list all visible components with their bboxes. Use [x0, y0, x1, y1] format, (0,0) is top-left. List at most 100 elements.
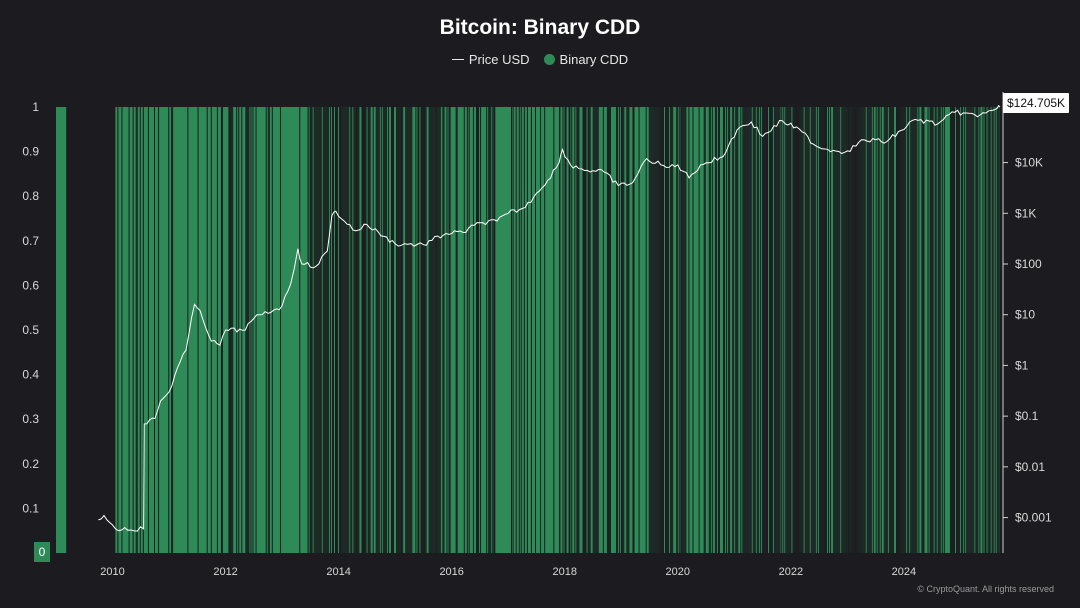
left-axis-tick-label: 0.4	[22, 368, 39, 382]
binary-cdd-zero-period	[493, 107, 495, 553]
binary-cdd-zero-line	[984, 107, 986, 553]
binary-cdd-zero-line	[418, 107, 420, 553]
binary-cdd-zero-line	[350, 107, 352, 553]
binary-cdd-zero-line	[322, 107, 324, 553]
chart-title: Bitcoin: Binary CDD	[439, 16, 641, 39]
binary-cdd-zero-line	[609, 107, 611, 553]
left-axis-tick-label: 0.6	[22, 278, 39, 292]
binary-cdd-zero-line	[733, 107, 735, 553]
binary-cdd-zero-line	[230, 107, 232, 553]
binary-cdd-zero-line	[759, 107, 761, 553]
binary-cdd-zero-line	[842, 107, 844, 553]
binary-cdd-zero-line	[135, 107, 137, 553]
binary-cdd-zero-line	[645, 107, 647, 553]
binary-cdd-zero-line	[892, 107, 894, 553]
binary-cdd-zero-line	[684, 107, 686, 553]
binary-cdd-zero-line	[783, 107, 785, 553]
binary-cdd-zero-line	[962, 107, 964, 553]
binary-cdd-zero-line	[622, 107, 624, 553]
right-axis-tick-label: $10	[1015, 308, 1035, 322]
binary-cdd-zero-line	[595, 107, 597, 553]
right-axis-tick-label: $10K	[1015, 156, 1043, 170]
binary-cdd-zero-line	[553, 107, 555, 553]
binary-cdd-zero-line	[742, 107, 744, 553]
x-axis-tick-label: 2016	[439, 566, 463, 578]
binary-cdd-zero-line	[912, 107, 914, 553]
binary-cdd-zero-line	[802, 107, 804, 553]
legend-item-binary-cdd[interactable]: Binary CDD	[543, 52, 628, 67]
x-axis-tick-label: 2010	[100, 566, 124, 578]
binary-cdd-zero-line	[584, 107, 586, 553]
binary-cdd-zero-line	[422, 107, 424, 553]
binary-cdd-zero-line	[726, 107, 728, 553]
legend[interactable]: Price USD Binary CDD	[0, 52, 1080, 67]
binary-cdd-zero-line	[875, 107, 877, 553]
binary-cdd-zero-line	[347, 107, 349, 553]
binary-cdd-zero-line	[626, 107, 628, 553]
binary-cdd-zero-line	[344, 107, 346, 553]
binary-cdd-zero-line	[778, 107, 780, 553]
binary-cdd-zero-line	[383, 107, 385, 553]
binary-cdd-zero-line	[372, 107, 374, 553]
binary-cdd-zero-line	[772, 107, 774, 553]
binary-cdd-zero-line	[488, 107, 490, 553]
binary-cdd-zero-period	[468, 107, 470, 553]
right-axis: $0.001 $0.01 $0.1 $1 $10 $100 $1K $10K	[1002, 92, 1052, 553]
binary-cdd-zero-line	[724, 107, 726, 553]
binary-cdd-zero-line	[512, 107, 514, 553]
binary-cdd-zero-line	[339, 107, 341, 553]
binary-cdd-zero-line	[309, 107, 311, 553]
binary-cdd-zero-line	[436, 107, 438, 553]
binary-cdd-zero-line	[819, 107, 821, 553]
binary-cdd-zero-line	[494, 107, 496, 553]
binary-cdd-zero-line	[745, 107, 747, 553]
binary-cdd-zero-line	[619, 107, 621, 553]
binary-cdd-zero-line	[789, 107, 791, 553]
binary-cdd-zero-line	[856, 107, 858, 553]
binary-cdd-zero-line	[658, 107, 660, 553]
legend-item-price[interactable]: Price USD	[451, 52, 530, 67]
binary-cdd-zero-line	[756, 107, 758, 553]
binary-cdd-zero-line	[430, 107, 432, 553]
binary-cdd-zero-line	[623, 107, 625, 553]
binary-cdd-zero-line	[869, 107, 871, 553]
binary-cdd-zero-line	[921, 107, 923, 553]
binary-cdd-zero-line	[607, 107, 609, 553]
binary-cdd-zero-line	[908, 107, 910, 553]
binary-cdd-zero-line	[602, 107, 604, 553]
binary-cdd-zero-line	[578, 107, 580, 553]
binary-cdd-zero-line	[794, 107, 796, 553]
right-axis-tick-label: $100	[1015, 257, 1042, 271]
binary-cdd-zero-line	[398, 107, 400, 553]
binary-cdd-zero-line	[788, 107, 790, 553]
binary-cdd-zero-period	[680, 107, 682, 553]
binary-cdd-zero-line	[732, 107, 734, 553]
right-axis-tick-label: $1K	[1015, 206, 1036, 220]
binary-cdd-zero-line	[769, 107, 771, 553]
binary-cdd-zero-line	[858, 107, 860, 553]
binary-cdd-zero-period	[511, 107, 513, 553]
binary-cdd-zero-line	[396, 107, 398, 553]
binary-cdd-zero-line	[231, 107, 233, 553]
binary-cdd-zero-line	[420, 107, 422, 553]
binary-cdd-zero-line	[348, 107, 350, 553]
price-series	[98, 104, 1001, 532]
binary-cdd-area	[56, 107, 1000, 553]
binary-cdd-zero-line	[369, 107, 371, 553]
binary-cdd-zero-line	[299, 107, 301, 553]
binary-cdd-zero-line	[821, 107, 823, 553]
binary-cdd-zero-line	[862, 107, 864, 553]
binary-cdd-zero-line	[853, 107, 855, 553]
binary-cdd-zero-line	[393, 107, 395, 553]
binary-cdd-zero-line	[136, 107, 138, 553]
binary-cdd-zero-line	[764, 107, 766, 553]
binary-cdd-zero-line	[316, 107, 318, 553]
binary-cdd-zero-line	[438, 107, 440, 553]
binary-cdd-zero-line	[786, 107, 788, 553]
dot-swatch-icon	[543, 54, 555, 65]
binary-cdd-zero-line	[740, 107, 742, 553]
binary-cdd-zero-line	[939, 107, 941, 553]
binary-cdd-zero-line	[770, 107, 772, 553]
binary-cdd-zero-line	[854, 107, 856, 553]
